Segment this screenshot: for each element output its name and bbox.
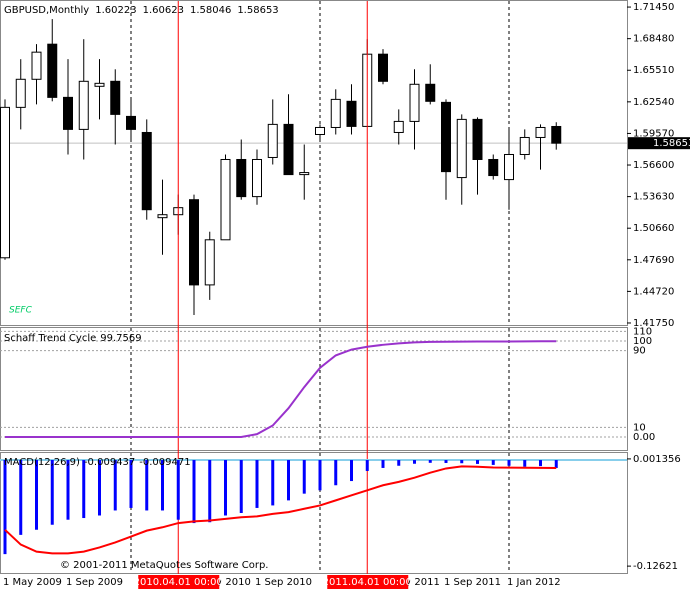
x-tick-label: 1 May 2010 (192, 577, 251, 588)
y-tick-label: 110 (633, 326, 652, 337)
candle-body (110, 80, 121, 115)
y-tick-label: 1.41750 (633, 318, 674, 329)
candle-body (15, 78, 26, 108)
candle-body (204, 239, 215, 286)
candle-body (220, 158, 231, 241)
candle-body (551, 125, 562, 144)
marker-box (327, 575, 409, 589)
candle-body (283, 123, 294, 176)
candle-body (94, 82, 105, 87)
candle-body (78, 80, 89, 130)
candle-body (378, 53, 388, 82)
schaff-line (5, 340, 557, 439)
candle-body (236, 158, 247, 198)
y-tick-label: 100 (633, 336, 652, 347)
candle-body (393, 120, 404, 133)
y-tick-label: 1.44720 (633, 286, 674, 297)
y-tick-label: 1.56600 (633, 160, 674, 171)
last-value: 99.7569 (100, 333, 141, 344)
x-tick-label: 1 Sep 2010 (255, 577, 312, 588)
panel-title: Schaff Trend Cycle 99.7569 (4, 333, 142, 344)
y-tick-label: 1.71450 (633, 2, 674, 13)
header-close: 1.58653 (237, 5, 278, 16)
candle-body (441, 101, 451, 173)
candle-body (535, 126, 546, 138)
x-tick-label: 1 May 2009 (3, 577, 62, 588)
current-price-box (628, 137, 690, 150)
candle-body (141, 131, 152, 211)
y-tick-label: 1.47690 (633, 255, 674, 266)
candle-body (189, 199, 199, 286)
y-tick-label: 0.00 (633, 432, 655, 443)
macd-value: -0.009437 (84, 457, 135, 468)
candle-body (346, 100, 357, 127)
y-tick-label: 10 (633, 422, 646, 433)
y-tick-label: 90 (633, 346, 646, 357)
title: MACD(12,26,9) (4, 457, 80, 468)
candle-body (267, 123, 278, 158)
candle-body (126, 115, 136, 130)
candle-body (157, 214, 168, 219)
signal-line (4, 465, 557, 555)
annotation: © 2001-2011 MetaQuotes Software Corp. (60, 560, 268, 571)
candle-body (47, 43, 58, 98)
candle-body (299, 172, 310, 176)
x-tick-label: 1 Sep 2009 (66, 577, 123, 588)
y-tick-label: 1.53630 (633, 192, 674, 203)
candle-body (252, 158, 262, 198)
marker-label: 2010.04.01 00:00 (134, 577, 223, 588)
y-tick-label: 1.59570 (633, 128, 674, 139)
candle-body (315, 126, 325, 135)
candle-body (472, 118, 483, 160)
y-tick-label: 1.50660 (633, 223, 674, 234)
y-tick-label: 1.62540 (633, 97, 674, 108)
price-panel (0, 0, 628, 326)
current-price-label: 1.58653 (653, 138, 690, 149)
candle-body (409, 83, 420, 122)
candle-body (456, 118, 467, 179)
candle-body (31, 51, 42, 80)
y-tick-label: 0.001356 (633, 454, 681, 465)
panel-title: MACD(12,26,9) -0.009437 -0.009471 (4, 457, 191, 468)
candle-body (63, 96, 73, 130)
header-high: 1.60623 (143, 5, 184, 16)
schaff-panel (0, 327, 628, 451)
x-tick-label: 1 Sep 2011 (444, 577, 501, 588)
candle-body (519, 136, 530, 155)
candle-body (488, 158, 499, 177)
candle-body (0, 106, 10, 259)
candle-body (425, 83, 436, 102)
header-low: 1.58046 (190, 5, 231, 16)
marker-label: 2011.04.01 00:00 (323, 577, 412, 588)
candle-body (504, 153, 514, 181)
annotation: SEFC (9, 306, 33, 316)
symbol: GBPUSD,Monthly (4, 5, 89, 16)
macd-panel (0, 452, 628, 574)
y-tick-label: -0.12621 (633, 561, 678, 572)
title: Schaff Trend Cycle (4, 333, 96, 344)
candle-body (330, 98, 341, 128)
chart-header: GBPUSD,Monthly 1.60223 1.60623 1.58046 1.586… (4, 5, 279, 16)
x-tick-label: 1 May 2011 (381, 577, 440, 588)
signal-value: -0.009471 (139, 457, 190, 468)
header-open: 1.60223 (95, 5, 136, 16)
x-tick-label: 1 Jan 2012 (507, 577, 561, 588)
y-tick-label: 1.65510 (633, 65, 674, 76)
marker-box (138, 575, 220, 589)
y-tick-label: 1.68480 (633, 34, 674, 45)
